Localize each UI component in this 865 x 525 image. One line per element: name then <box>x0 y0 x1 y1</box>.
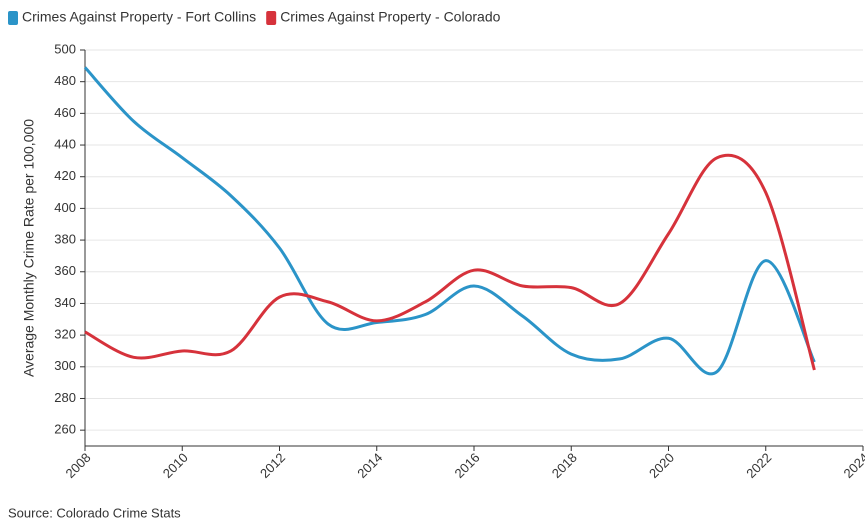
y-tick-label: 340 <box>54 295 76 310</box>
y-tick-label: 400 <box>54 200 76 215</box>
y-tick-label: 380 <box>54 232 76 247</box>
legend-label: Crimes Against Property - Fort Collins <box>22 9 256 25</box>
x-tick-label: 2016 <box>451 450 482 481</box>
y-axis-title: Average Monthly Crime Rate per 100,000 <box>21 119 37 377</box>
x-tick-label: 2024 <box>840 450 865 481</box>
source: Source: Colorado Crime Stats <box>8 505 181 520</box>
y-tick-label: 500 <box>54 41 76 56</box>
y-tick-label: 480 <box>54 73 76 88</box>
legend-swatch <box>266 11 277 25</box>
x-tick-label: 2014 <box>354 450 385 481</box>
y-tick-label: 460 <box>54 105 76 120</box>
y-tick-label: 280 <box>54 390 76 405</box>
x-tick-label: 2020 <box>646 450 677 481</box>
y-tick-label: 260 <box>54 422 76 437</box>
y-tick-label: 440 <box>54 136 76 151</box>
legend-swatch <box>8 11 18 25</box>
y-tick-label: 360 <box>54 263 76 278</box>
x-tick-label: 2008 <box>62 450 93 481</box>
x-tick-label: 2018 <box>549 450 580 481</box>
y-tick-label: 420 <box>54 168 76 183</box>
series-line <box>83 66 816 376</box>
x-tick-label: 2022 <box>743 450 774 481</box>
x-tick-label: 2012 <box>257 450 288 481</box>
y-tick-label: 300 <box>54 358 76 373</box>
legend-label: Crimes Against Property - Colorado <box>280 9 500 25</box>
series-line <box>84 153 816 371</box>
y-tick-label: 320 <box>54 327 76 342</box>
x-tick-label: 2010 <box>160 450 191 481</box>
